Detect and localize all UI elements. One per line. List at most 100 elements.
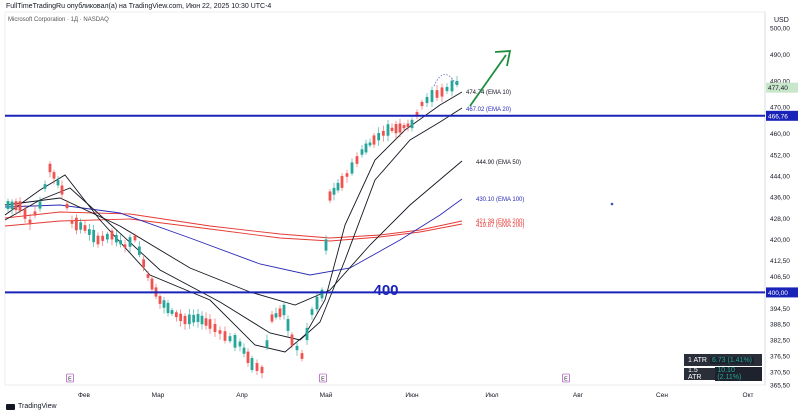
candle-body — [390, 127, 394, 131]
candle-body — [10, 201, 14, 210]
price-tick-label: 480,00 — [770, 78, 790, 85]
candle-body — [96, 235, 100, 245]
price-tick-label: 460,00 — [770, 131, 790, 138]
candle-body — [260, 366, 264, 374]
candle-body — [110, 230, 114, 240]
candle-body — [114, 234, 118, 243]
month-tick-label: Мар — [152, 392, 165, 399]
price-tick-label: 452,00 — [770, 152, 790, 159]
month-tick-label: Апр — [236, 392, 248, 399]
ema-100-line — [4, 198, 463, 276]
candle-body — [218, 330, 222, 334]
ema-10-line — [4, 91, 463, 353]
candle-body — [52, 172, 56, 179]
candle-body — [406, 123, 410, 128]
candle-body — [79, 222, 83, 230]
atr-1-5-value: 10.10 (2.11%) — [715, 367, 762, 381]
level-price-label: 466,76 — [768, 113, 788, 120]
candle-body — [402, 125, 406, 129]
atr-1-label: 1 ATR — [688, 356, 707, 364]
candle-body — [328, 191, 332, 201]
level-price-label: 400,00 — [768, 290, 788, 297]
month-tick-label: Окт — [743, 392, 754, 399]
candle-body — [70, 220, 74, 224]
candle-body — [83, 225, 87, 231]
price-tick-label: 444,00 — [770, 174, 790, 181]
candle-body — [282, 304, 286, 316]
current-price-label: 477,40 — [768, 85, 788, 92]
candle-body — [250, 358, 254, 370]
earnings-marker-label: E — [321, 377, 325, 383]
candle-body — [142, 259, 146, 268]
candle-body — [445, 86, 449, 92]
candle-body — [420, 101, 424, 107]
earnings-marker-icon — [562, 373, 570, 383]
price-tick-label: 428,00 — [770, 216, 790, 223]
tradingview-footer: TradingView — [6, 403, 57, 410]
candle-body — [162, 300, 166, 308]
plot-frame — [4, 11, 766, 386]
candle-body — [238, 341, 242, 347]
month-tick-label: Май — [320, 391, 333, 399]
earnings-marker-icon — [319, 373, 327, 383]
candle-body — [123, 244, 127, 248]
candle-body — [137, 246, 141, 255]
candle-body — [265, 340, 269, 348]
candle-body — [101, 235, 105, 241]
candle-body — [213, 323, 217, 333]
candle-body — [18, 201, 22, 211]
publish-header: FullTimeTradingRu опубликовал(а) на Trad… — [6, 3, 272, 10]
candle-body — [430, 90, 434, 102]
candle-body — [364, 143, 368, 153]
candle-body — [105, 233, 109, 240]
candle-body — [377, 133, 381, 141]
atr-1-5-label: 1.5 ATR — [688, 367, 702, 381]
ema-value-label: 421.38 (EMA 200) — [476, 219, 524, 225]
ema-50-line — [4, 160, 463, 306]
month-tick-label: Сен — [656, 392, 668, 399]
candle-body — [295, 345, 299, 351]
level-price-badge — [766, 287, 798, 298]
candle-body — [394, 124, 398, 134]
candle-body — [360, 149, 364, 155]
price-tick-label: 365,50 — [770, 383, 790, 390]
current-price-badge — [766, 82, 798, 93]
candle-body — [450, 80, 454, 92]
month-tick-label: Июл — [485, 392, 498, 399]
candle-body — [166, 302, 170, 314]
candle-body — [246, 351, 250, 363]
ema-value-label: 474.74 (EMA 10) — [466, 90, 511, 96]
candle-body — [270, 314, 274, 322]
candle-body — [332, 187, 336, 195]
candle-body — [398, 123, 402, 133]
candle-body — [233, 335, 237, 348]
candle-body — [368, 142, 372, 146]
tradingview-logo-icon — [6, 403, 15, 410]
price-tick-label: 420,00 — [770, 237, 790, 244]
candle-body — [386, 124, 390, 136]
atr-1-5-readout: 1.5 ATR 10.10 (2.11%) — [684, 367, 762, 381]
candle-body — [355, 156, 359, 164]
candle-body — [48, 163, 52, 173]
month-tick-label: Фев — [78, 392, 91, 399]
tradingview-brand: TradingView — [18, 403, 57, 410]
candle-body — [274, 313, 278, 318]
candle-body — [56, 179, 60, 186]
candle-body — [170, 310, 174, 314]
forecast-arrow-icon — [469, 54, 507, 107]
candle-body — [372, 135, 376, 145]
candle-body — [255, 363, 259, 371]
candle-body — [305, 327, 309, 341]
candle-body — [320, 289, 324, 299]
price-tick-label: 376,50 — [770, 353, 790, 360]
candle-body — [381, 130, 385, 136]
sma-200-line — [4, 211, 463, 239]
ema-value-label: 444.90 (EMA 50) — [476, 160, 521, 166]
candle-body — [223, 331, 227, 341]
candle-body — [345, 173, 349, 177]
candle-body — [410, 119, 414, 129]
candle-body — [440, 87, 444, 97]
candle-body — [14, 201, 18, 211]
symbol-legend[interactable]: Microsoft Corporation · 1Д · NASDAQ — [8, 17, 109, 23]
